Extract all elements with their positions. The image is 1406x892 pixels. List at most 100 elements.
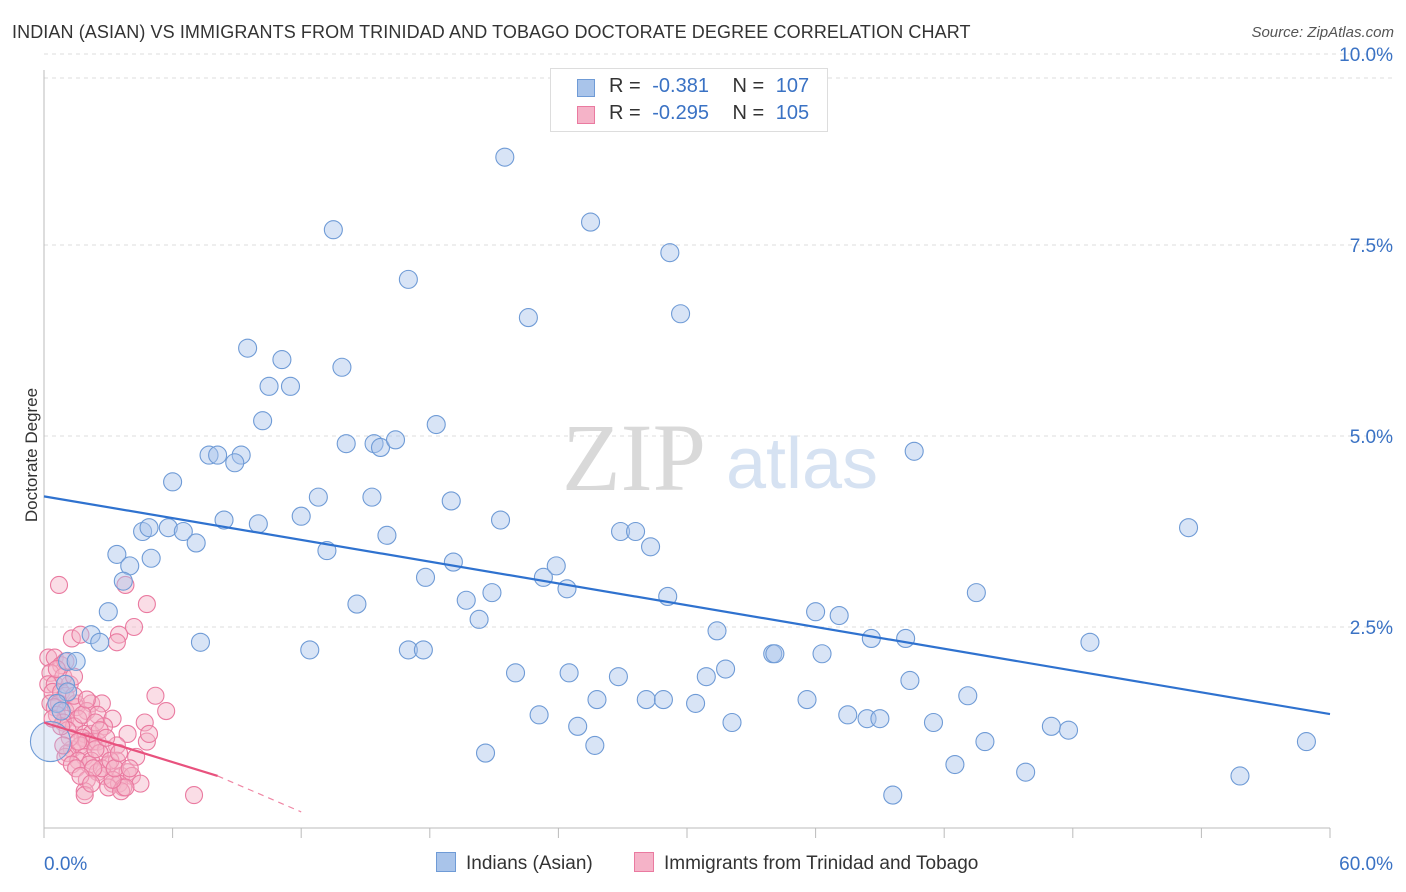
data-point-indian — [490, 510, 511, 530]
axes — [43, 70, 1331, 838]
data-point-indian — [308, 487, 328, 507]
data-point-trinidad — [137, 595, 156, 614]
legend-item-trinidad: Immigrants from Trinidad and Tobago — [634, 852, 978, 875]
y-tick-label: 7.5% — [1350, 236, 1393, 257]
data-point-indian — [113, 571, 133, 591]
data-point-indian — [671, 304, 691, 324]
data-point-indian — [765, 644, 785, 664]
data-point-trinidad — [67, 698, 86, 717]
data-point-trinidad — [71, 766, 90, 786]
data-point-indian — [608, 667, 628, 687]
data-point-indian — [456, 590, 476, 610]
data-point-indian — [1041, 716, 1061, 736]
data-point-indian — [141, 548, 161, 568]
legend-n-value: 105 — [775, 102, 810, 124]
data-point-indian — [336, 434, 356, 454]
data-point-trinidad — [135, 713, 154, 732]
data-point-indian — [90, 632, 110, 652]
data-point-trinidad — [157, 701, 176, 721]
legend-label-indian: Indians (Asian) — [466, 853, 593, 874]
data-point-indian — [1080, 632, 1100, 652]
data-point-indian — [173, 521, 193, 542]
data-point-indian — [443, 552, 463, 572]
data-point-indian — [163, 472, 183, 492]
data-point-indian — [945, 754, 965, 775]
data-point-indian — [1016, 762, 1036, 782]
data-point-indian — [332, 357, 352, 377]
data-point-indian — [259, 376, 279, 396]
data-point-indian — [1058, 720, 1079, 740]
data-point-indian — [362, 487, 382, 507]
data-point-indian — [323, 220, 343, 240]
data-point-trinidad — [120, 759, 139, 778]
watermark-atlas: atlas — [726, 424, 878, 504]
data-point-indian — [231, 445, 251, 465]
data-point-indian — [546, 556, 566, 576]
data-point-indian — [272, 350, 292, 370]
legend-swatch-pink — [577, 106, 595, 124]
series-trinidad-points — [39, 575, 204, 805]
legend-label-trinidad: Immigrants from Trinidad and Tobago — [664, 853, 979, 874]
data-point-indian — [398, 269, 418, 289]
data-point-indian — [186, 533, 206, 553]
data-point-indian — [722, 712, 742, 733]
data-point-trinidad — [88, 705, 107, 724]
x-tick-label: 60.0% — [1339, 854, 1393, 875]
watermark-zip: ZIP — [562, 404, 706, 511]
data-point-indian — [557, 579, 577, 599]
data-point-indian — [636, 690, 656, 710]
legend-swatch-blue — [436, 852, 456, 872]
data-point-indian — [377, 525, 397, 545]
data-point-indian — [653, 690, 673, 710]
data-point-trinidad — [184, 786, 204, 805]
data-point-indian — [966, 583, 986, 603]
stats-legend: R = -0.381 N = 107 R = -0.295 N = 105 — [550, 68, 828, 132]
data-point-trinidad — [107, 633, 126, 652]
data-point-trinidad — [71, 625, 90, 644]
data-point-trinidad — [77, 690, 96, 709]
data-point-indian — [107, 544, 127, 564]
data-point-trinidad — [131, 774, 150, 793]
data-point-trinidad — [92, 694, 111, 713]
data-point-indian — [838, 705, 858, 725]
legend-n-label: N = — [732, 102, 765, 124]
data-point-trinidad — [54, 736, 73, 755]
data-point-indian — [415, 567, 436, 587]
data-point-indian — [716, 659, 736, 679]
legend-r-label: R = — [609, 75, 641, 97]
data-point-indian — [626, 521, 646, 542]
data-point-trinidad — [146, 686, 165, 705]
trendline-trinidad — [43, 721, 218, 778]
data-point-trinidad — [75, 786, 94, 805]
data-point-indian — [900, 670, 920, 691]
data-point-trinidad — [109, 625, 129, 644]
source-credit: Source: ZipAtlas.com — [1251, 24, 1394, 41]
data-point-indian — [495, 147, 515, 167]
data-point-indian — [158, 518, 178, 538]
data-point-trinidad — [116, 575, 135, 595]
data-point-indian — [883, 785, 903, 805]
data-point-indian — [568, 716, 588, 736]
data-point-indian — [248, 514, 268, 534]
data-point-indian — [641, 537, 661, 557]
data-point-indian — [518, 308, 538, 328]
data-point-indian — [904, 441, 924, 461]
data-point-indian — [896, 628, 916, 649]
y-tick-label: 5.0% — [1350, 427, 1393, 448]
data-point-indian — [580, 212, 601, 232]
legend-n-label: N = — [732, 75, 765, 97]
data-point-trinidad — [118, 724, 137, 744]
data-point-trinidad — [105, 759, 124, 778]
data-point-indian — [398, 640, 418, 660]
data-point-indian — [190, 632, 211, 652]
data-point-indian — [253, 411, 273, 431]
data-point-indian — [51, 701, 71, 721]
data-point-indian — [587, 690, 607, 710]
data-point-indian — [1178, 518, 1199, 538]
trendline-trinidad-extension — [217, 775, 302, 813]
data-point-indian — [958, 686, 978, 706]
legend-swatch-blue — [577, 79, 595, 97]
data-point-indian — [347, 594, 367, 614]
data-point-indian — [482, 583, 502, 603]
data-point-indian — [370, 437, 391, 458]
